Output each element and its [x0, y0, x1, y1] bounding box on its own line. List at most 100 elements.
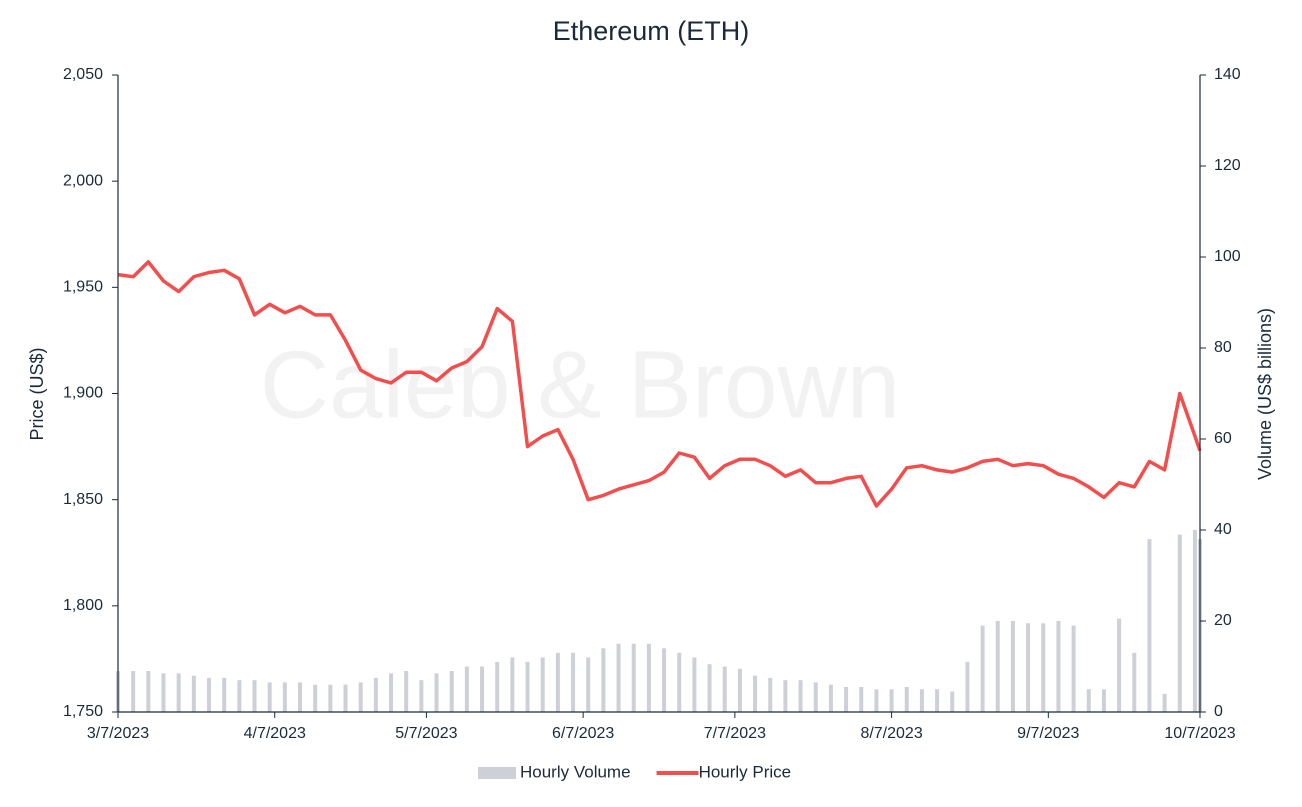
volume-bar	[222, 677, 227, 712]
volume-bar	[207, 677, 212, 712]
volume-bar	[525, 661, 530, 712]
x-tick-label: 10/7/2023	[1164, 725, 1235, 742]
volume-bar	[146, 671, 151, 712]
volume-bar	[798, 680, 803, 712]
volume-bar	[980, 625, 985, 712]
volume-bar	[828, 684, 833, 712]
y-tick-label: 2,050	[63, 66, 103, 83]
price-line	[117, 260, 1202, 508]
volume-bar	[267, 682, 272, 712]
y2-tick-label: 60	[1214, 430, 1232, 447]
volume-bar	[1132, 652, 1137, 712]
legend-swatch	[478, 767, 516, 779]
volume-bar	[935, 689, 940, 712]
volume-bar	[844, 686, 849, 712]
volume-bar	[1177, 534, 1182, 712]
volume-bar	[343, 684, 348, 712]
volume-bar	[282, 682, 287, 712]
volume-bar	[252, 680, 257, 712]
volume-bar	[1117, 618, 1122, 712]
volume-bar	[1101, 689, 1106, 712]
volume-bar	[176, 673, 181, 712]
volume-bar	[1026, 623, 1031, 712]
volume-bar	[1086, 689, 1091, 712]
volume-bar	[768, 677, 773, 712]
volume-bar	[1147, 539, 1152, 712]
volume-bar	[237, 680, 242, 712]
volume-bar	[631, 643, 636, 712]
volume-bar	[328, 684, 333, 712]
volume-bar	[586, 657, 591, 712]
volume-bar	[1162, 693, 1167, 712]
volume-bar	[1071, 625, 1076, 712]
volume-bar	[904, 686, 909, 712]
volume-bar	[404, 671, 409, 712]
volume-bar	[692, 657, 697, 712]
volume-bar	[449, 671, 454, 712]
volume-bar	[737, 668, 742, 712]
x-tick-label: 6/7/2023	[552, 725, 614, 742]
volume-bar	[555, 652, 560, 712]
volume-bar	[616, 643, 621, 712]
volume-bar	[495, 661, 500, 712]
volume-bar	[601, 648, 606, 712]
volume-bar	[161, 673, 166, 712]
volume-bar	[571, 652, 576, 712]
volume-bar	[1010, 621, 1015, 712]
volume-bar	[874, 689, 879, 712]
volume-bar	[646, 643, 651, 712]
x-tick-label: 7/7/2023	[704, 725, 766, 742]
volume-bar	[298, 682, 303, 712]
y2-tick-label: 140	[1214, 66, 1241, 83]
volume-bar	[191, 675, 196, 712]
volume-bar	[1192, 530, 1197, 712]
chart-title: Ethereum (ETH)	[553, 16, 750, 46]
volume-bar	[859, 686, 864, 712]
volume-bar	[313, 684, 318, 712]
volume-bar	[510, 657, 515, 712]
volume-bar	[480, 666, 485, 712]
y-tick-label: 1,900	[63, 385, 103, 402]
volume-bar	[419, 680, 424, 712]
y2-axis-label: Volume (US$ billions)	[1255, 308, 1275, 480]
volume-bar	[131, 671, 136, 712]
watermark: Caleb & Brown	[260, 331, 900, 438]
y2-tick-label: 40	[1214, 521, 1232, 538]
volume-bar	[950, 691, 955, 712]
volume-bar	[373, 677, 378, 712]
volume-bar	[722, 666, 727, 712]
volume-bar	[965, 661, 970, 712]
volume-bar	[1041, 623, 1046, 712]
y2-tick-label: 80	[1214, 339, 1232, 356]
y-tick-label: 1,950	[63, 279, 103, 296]
volume-bar	[919, 689, 924, 712]
volume-bar	[753, 675, 758, 712]
volume-bar	[677, 652, 682, 712]
y2-tick-label: 120	[1214, 157, 1241, 174]
volume-bar	[540, 657, 545, 712]
y-tick-label: 1,750	[63, 703, 103, 720]
volume-bar	[707, 664, 712, 712]
y-axis-label: Price (US$)	[27, 347, 47, 440]
y-tick-label: 1,800	[63, 597, 103, 614]
y-tick-label: 1,850	[63, 491, 103, 508]
volume-bar	[358, 682, 363, 712]
legend-label: Hourly Volume	[520, 762, 631, 781]
x-tick-label: 3/7/2023	[87, 725, 149, 742]
y2-tick-label: 20	[1214, 612, 1232, 629]
volume-bar	[813, 682, 818, 712]
x-tick-label: 4/7/2023	[244, 725, 306, 742]
volume-bar	[389, 673, 394, 712]
y2-tick-label: 0	[1214, 703, 1223, 720]
x-tick-label: 5/7/2023	[395, 725, 457, 742]
volume-bar	[434, 673, 439, 712]
x-tick-label: 9/7/2023	[1017, 725, 1079, 742]
volume-bar	[662, 648, 667, 712]
legend-label: Hourly Price	[699, 762, 792, 781]
volume-bar	[464, 666, 469, 712]
volume-bar	[783, 680, 788, 712]
volume-bar	[1056, 621, 1061, 712]
x-tick-label: 8/7/2023	[860, 725, 922, 742]
